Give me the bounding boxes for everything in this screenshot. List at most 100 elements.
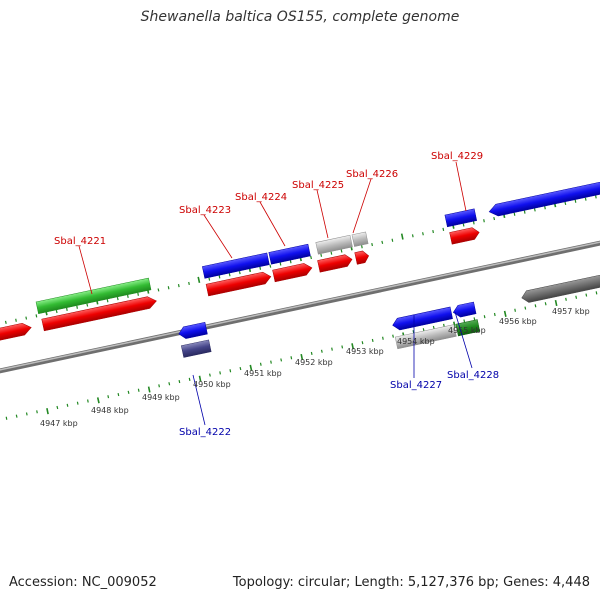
minor-tick: [493, 216, 496, 221]
kbp-label: 4954 kbp: [397, 337, 435, 346]
page-title: Shewanella baltica OS155, complete genom…: [140, 9, 460, 25]
minor-tick: [361, 245, 363, 249]
minor-tick: [238, 271, 241, 275]
minor-tick: [341, 345, 344, 349]
minor-tick: [422, 232, 424, 236]
minor-tick: [290, 356, 293, 360]
major-tick: [46, 408, 49, 415]
major-tick: [453, 321, 456, 328]
minor-tick: [565, 297, 567, 301]
label-sbal-4225[interactable]: Sbal_4225: [292, 180, 344, 191]
minor-tick: [514, 308, 516, 312]
minor-tick: [188, 281, 190, 286]
minor-tick: [544, 206, 546, 210]
minor-tick: [87, 399, 89, 403]
label-sbal-4222[interactable]: Sbal_4222: [179, 427, 231, 438]
cds-sbal-4226[interactable]: [354, 250, 370, 265]
minor-tick: [107, 395, 110, 399]
minor-tick: [575, 295, 578, 299]
minor-tick: [523, 210, 526, 214]
minor-tick: [209, 373, 211, 377]
minor-tick: [595, 195, 597, 199]
minor-tick: [177, 283, 180, 288]
minor-tick: [534, 304, 537, 308]
major-tick: [198, 375, 202, 382]
minor-tick: [117, 392, 120, 397]
minor-tick: [188, 377, 191, 382]
minor-tick: [442, 227, 445, 232]
label-sbal-4223[interactable]: Sbal_4223: [179, 205, 231, 216]
major-tick: [300, 353, 304, 361]
major-tick: [351, 343, 355, 350]
cds-sbal-4229[interactable]: [449, 226, 481, 245]
cds-sbal-4223[interactable]: [205, 271, 272, 297]
backbone: [0, 240, 600, 374]
label-sbal-4221[interactable]: Sbal_4221: [54, 236, 106, 247]
minor-tick: [157, 288, 160, 292]
minor-tick: [280, 358, 283, 362]
cds-sbal-4227[interactable]: [391, 306, 453, 331]
minor-tick: [371, 338, 374, 343]
cds-sbal-4225[interactable]: [317, 253, 354, 273]
minor-tick: [391, 238, 394, 242]
minor-tick: [533, 208, 536, 212]
minor-tick: [168, 382, 171, 386]
minor-tick: [371, 242, 373, 247]
minor-tick: [239, 366, 242, 371]
gene-sbal-4221[interactable]: [35, 277, 152, 314]
gene-sbal-4225[interactable]: [315, 234, 353, 255]
minor-tick: [463, 319, 466, 323]
minor-tick: [564, 201, 567, 206]
minor-tick: [15, 318, 17, 322]
minor-tick: [584, 197, 587, 201]
minor-tick: [5, 416, 8, 420]
minor-tick: [544, 302, 547, 306]
minor-tick: [483, 315, 486, 319]
minor-tick: [462, 223, 465, 227]
kbp-label: 4952 kbp: [295, 358, 333, 367]
minor-tick: [127, 390, 130, 394]
minor-tick: [381, 240, 384, 244]
gene-sbal-4228[interactable]: [455, 319, 481, 337]
cds-sbal-4222[interactable]: [178, 321, 208, 340]
cds-left-partial[interactable]: [0, 322, 32, 347]
major-tick: [503, 310, 507, 317]
gene-sbal-4224[interactable]: [268, 243, 311, 265]
label-sbal-4228[interactable]: Sbal_4228: [447, 370, 499, 381]
genome-summary-text: Topology: circular; Length: 5,127,376 bp…: [232, 575, 590, 590]
minor-tick: [137, 388, 140, 392]
leader-lines: [78, 161, 473, 426]
gene-sbal-4229[interactable]: [444, 208, 478, 228]
minor-tick: [167, 286, 170, 290]
minor-tick: [55, 309, 58, 314]
major-tick: [96, 397, 100, 404]
minor-tick: [443, 323, 445, 327]
minor-tick: [320, 349, 323, 353]
major-tick: [249, 364, 253, 371]
kbp-label: 4950 kbp: [193, 380, 231, 389]
label-sbal-4224[interactable]: Sbal_4224: [235, 192, 287, 203]
label-sbal-4229[interactable]: Sbal_4229: [431, 151, 483, 162]
minor-tick: [340, 249, 343, 253]
cds-sbal-4228[interactable]: [452, 301, 477, 318]
minor-tick: [310, 255, 312, 260]
minor-tick: [432, 325, 435, 330]
label-sbal-4227[interactable]: Sbal_4227: [390, 380, 442, 391]
kbp-label: 4953 kbp: [346, 347, 384, 356]
cds-sbal-4221[interactable]: [41, 295, 158, 332]
kbp-label: 4956 kbp: [499, 317, 537, 326]
gene-right-upper[interactable]: [488, 178, 600, 217]
gene-sbal-4223[interactable]: [202, 252, 270, 279]
gene-sbal-4222[interactable]: [180, 339, 212, 358]
minor-tick: [76, 305, 78, 309]
minor-tick: [259, 362, 262, 366]
minor-tick: [422, 328, 425, 332]
cds-right-lower[interactable]: [521, 268, 600, 303]
gene-sbal-4227[interactable]: [394, 324, 457, 350]
gene-sbal-4226[interactable]: [351, 231, 369, 247]
gene-labels: Sbal_4221 Sbal_4223 Sbal_4224 Sbal_4225 …: [54, 151, 499, 438]
minor-tick: [35, 314, 38, 318]
cds-sbal-4224[interactable]: [272, 262, 314, 283]
label-sbal-4226[interactable]: Sbal_4226: [346, 169, 398, 180]
minor-tick: [289, 260, 292, 264]
